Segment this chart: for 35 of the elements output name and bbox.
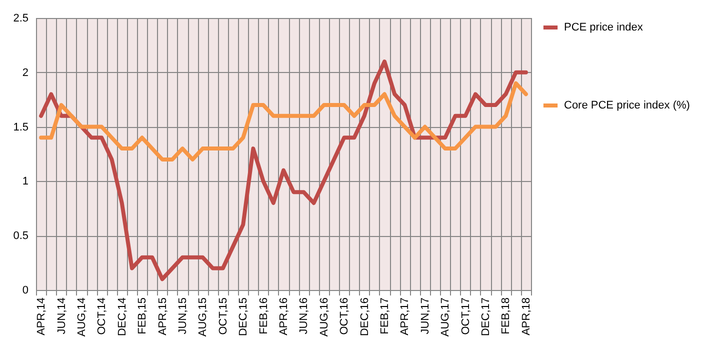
x-tick-label: OCT,17 [460,298,472,335]
y-tick-label: 1.5 [13,121,28,134]
legend-label: PCE price index [564,22,644,34]
y-tick-label: 2.5 [13,12,28,24]
line-series [39,60,528,282]
x-tick-label: JUN,15 [176,298,189,334]
legend-label: Core PCE price index (%) [564,100,690,112]
line-series [39,81,528,162]
x-tick-label: APR,14 [36,298,48,336]
x-tick-label: DEC,16 [358,298,371,336]
x-tick-label: JUN,16 [298,298,310,334]
x-tick-label: OCT,15 [217,298,230,335]
x-tick-label: APR,17 [399,298,412,336]
y-tick-label: 2 [22,66,28,79]
x-tick-label: FEB,15 [136,298,149,334]
x-tick-label: APR,18 [520,298,532,336]
x-tick-label: APR,15 [156,298,169,336]
x-tick-label: FEB,16 [258,298,270,334]
x-tick-label: OCT,16 [338,298,351,335]
x-tick-label: DEC,17 [480,298,492,336]
y-tick-label: 1 [22,176,28,188]
x-tick-label: JUN,17 [419,298,432,334]
x-tick-label: FEB,17 [379,298,392,334]
x-tick-label: AUG,14 [76,298,88,337]
x-tick-label: AUG,15 [197,298,210,337]
y-tick-label: 0 [22,284,28,296]
x-tick-label: JUN,14 [56,298,68,334]
x-tick-label: OCT,14 [96,298,108,335]
x-tick-label: DEC,15 [238,298,250,336]
x-tick-label: APR,16 [278,298,290,336]
x-tick-label: AUG,17 [440,298,452,337]
x-tick-label: FEB,18 [500,298,512,334]
x-tick-label: DEC,14 [116,298,128,336]
x-tick-label: AUG,16 [318,298,330,337]
y-tick-label: 0.5 [13,230,28,242]
